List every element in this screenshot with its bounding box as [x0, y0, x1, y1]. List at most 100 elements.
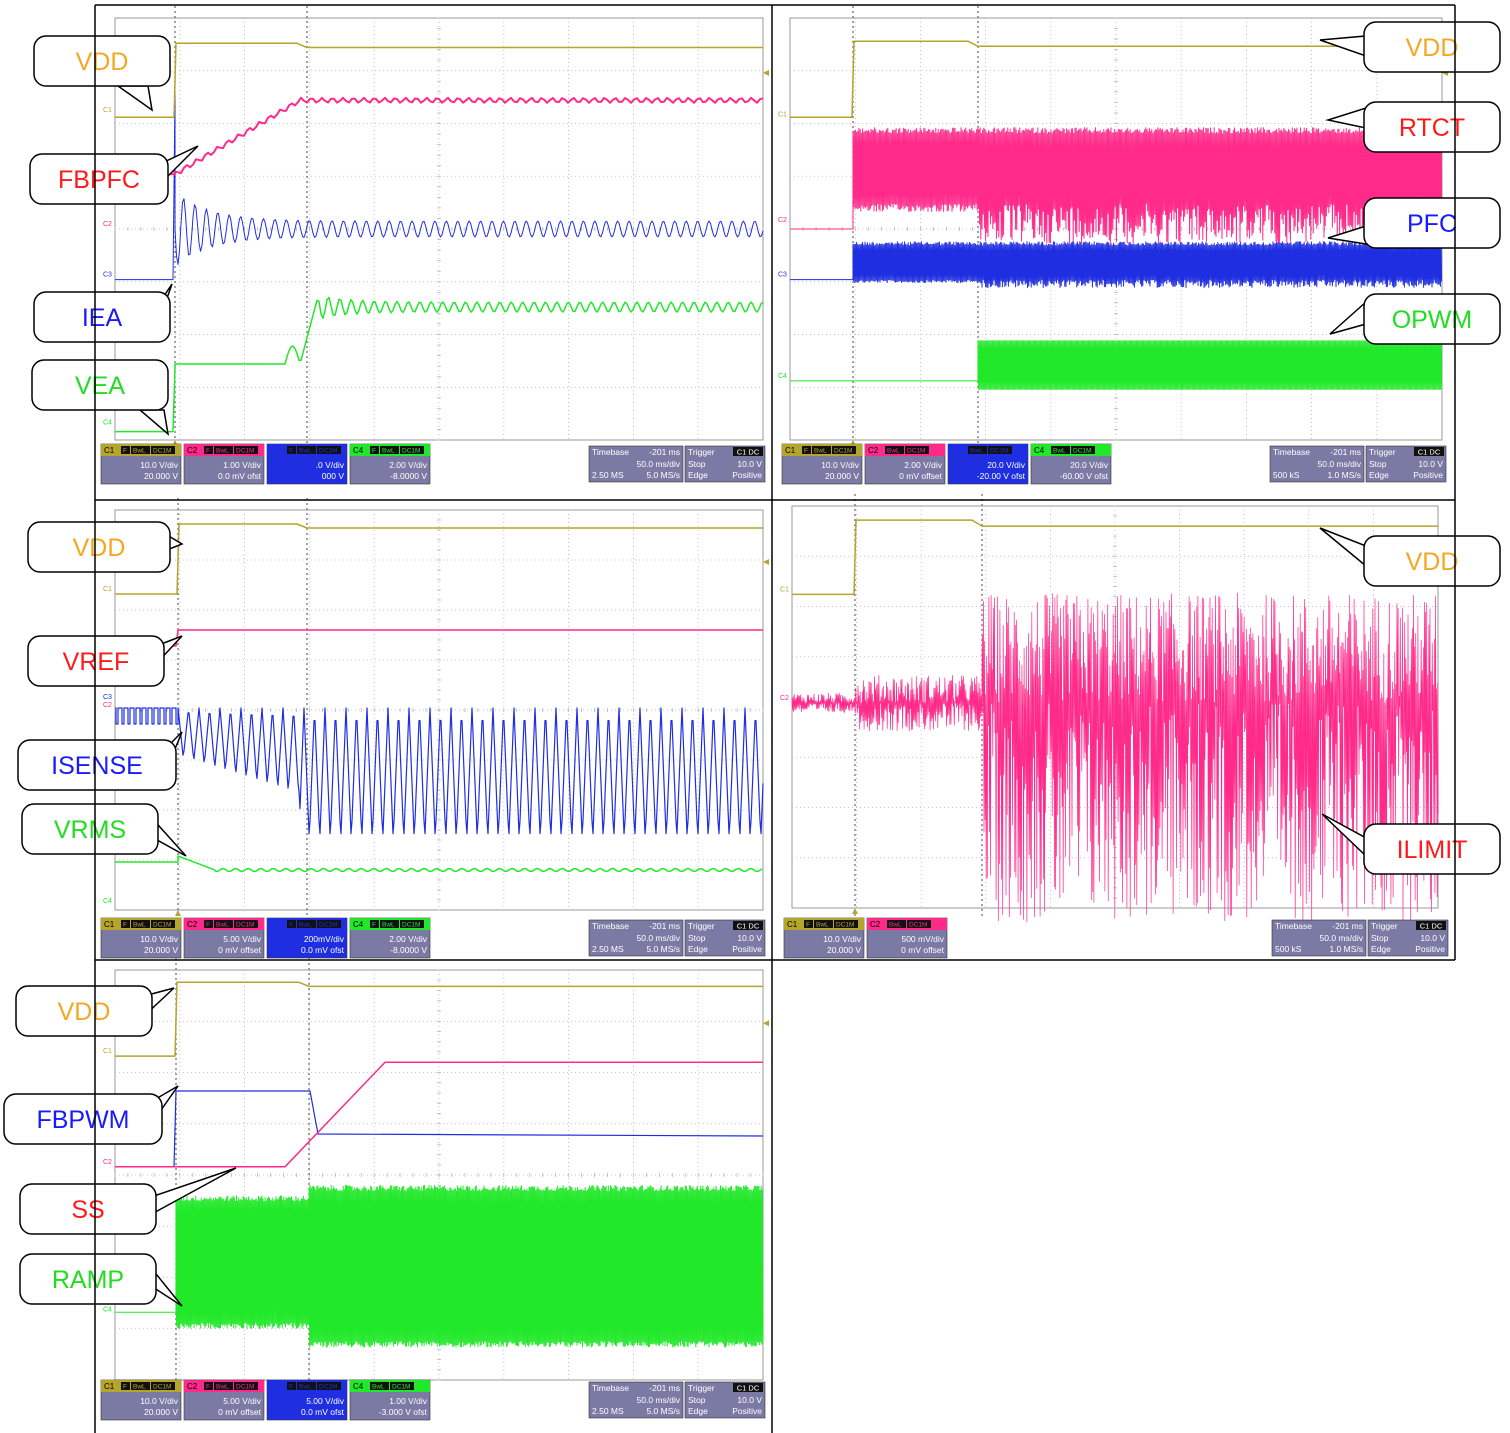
channel-flag-bg — [887, 920, 906, 928]
channel-flag-bg — [151, 446, 175, 454]
callout-box — [17, 739, 177, 791]
channel-flag-bg — [370, 446, 379, 454]
timebase-samples: 500 kS — [1273, 470, 1300, 480]
timebase-delay: -201 ms — [1332, 921, 1363, 931]
trigger-mode: Stop — [688, 459, 706, 469]
channel-box-c4[interactable]: C4 BwL DC1M 20.0 V/div-60.00 V ofst — [1030, 443, 1112, 485]
trigger-box[interactable]: Trigger C1 DC Stop 10.0 V Edge Positive — [1367, 919, 1449, 957]
trigger-box[interactable]: Trigger C1 DC Stop 10.0 V Edge Positive — [1365, 445, 1447, 483]
callout-box — [1363, 293, 1501, 345]
callout-box — [33, 35, 171, 87]
timebase-box[interactable]: Timebase -201 ms 50.0 ms/div 2.50 MS 5.0 MS/… — [588, 919, 684, 957]
timebase-delay: -201 ms — [649, 921, 680, 931]
channel-box-c3[interactable]: BwL DC1M 20.0 V/div-20.00 V ofst — [947, 443, 1029, 485]
trace-c1 — [115, 523, 763, 595]
channel-flag-bg — [297, 446, 316, 454]
callout-label: ISENSE — [51, 752, 143, 780]
channel-offset: 0 mV offset — [899, 471, 942, 481]
callout-label: FBPWM — [36, 1106, 129, 1134]
callout-iea: IEA — [33, 283, 173, 343]
channel-offset: 0.0 mV ofst — [218, 471, 262, 481]
timebase-box[interactable]: Timebase -201 ms 50.0 ms/div 2.50 MS 5.0 MS/… — [588, 1381, 684, 1419]
timebase-box[interactable]: Timebase -201 ms 50.0 ms/div 2.50 MS 5.0 MS/… — [588, 445, 684, 483]
callout-box — [1363, 197, 1501, 249]
channel-flag: BwL — [133, 448, 146, 455]
timebase-bg — [1271, 919, 1367, 957]
callout-box — [1363, 535, 1501, 587]
callout-pfc: PFC — [1327, 197, 1501, 249]
timebase-label: Timebase — [592, 1383, 629, 1393]
ground-marker-c3: C3 — [103, 694, 112, 701]
timebase-bg — [1269, 445, 1365, 483]
channel-vdiv: 10.0 V/div — [823, 934, 862, 944]
ground-marker-c3: C3 — [778, 272, 787, 279]
callout-label: VREF — [63, 648, 130, 676]
trigger-source: C1 DC — [1420, 922, 1443, 931]
channel-vdiv: 5.00 V/div — [223, 1396, 262, 1406]
channel-flag-bg — [814, 920, 833, 928]
channel-vdiv: 200mV/div — [304, 934, 345, 944]
graticule — [114, 509, 764, 911]
callout-seam — [154, 646, 156, 664]
trace-c4 — [115, 1184, 764, 1348]
callout-label: FBPFC — [58, 166, 140, 194]
trace-c2 — [791, 592, 1439, 923]
trigger-slope: Positive — [732, 1406, 762, 1416]
channel-flag-bg — [832, 446, 856, 454]
channel-tag: C4 — [353, 920, 364, 929]
trigger-box[interactable]: Trigger C1 DC Stop 10.0 V Edge Positive — [684, 919, 766, 957]
channel-box-c4[interactable]: C4 F BwL DC1M 2.00 V/div-8.0000 V — [349, 443, 431, 485]
channel-tag: C2 — [187, 1382, 198, 1391]
trace-c1 — [792, 519, 1438, 596]
trigger-type: Edge — [688, 1406, 708, 1416]
callout-label: VEA — [75, 372, 125, 400]
channel-flag-bg — [204, 446, 213, 454]
callout-box — [33, 291, 171, 343]
channel-box-c4[interactable]: C4 F BwL DC1M 2.00 V/div-8.0000 V — [349, 917, 431, 959]
trace-c1 — [790, 40, 1442, 118]
trigger-level-marker — [763, 559, 769, 565]
trigger-box[interactable]: Trigger C1 DC Stop 10.0 V Edge Positive — [684, 1381, 766, 1419]
channel-flag: BwL — [216, 922, 229, 929]
ground-marker-c4: C4 — [103, 419, 112, 426]
channel-offset: -8.0000 V — [390, 945, 427, 955]
trigger-src-bg — [1416, 921, 1446, 930]
channel-flag-bg — [390, 1382, 414, 1390]
channel-vdiv: 10.0 V/div — [821, 460, 860, 470]
channel-flag-bg — [400, 446, 424, 454]
callout-label: RTCT — [1399, 114, 1465, 142]
channel-flag-bg — [287, 1382, 296, 1390]
callout-fbpwm: FBPWM — [3, 1085, 179, 1145]
callout-box — [21, 803, 159, 855]
channel-flag: BwL — [216, 1384, 229, 1391]
timebase-box[interactable]: Timebase -201 ms 50.0 ms/div 500 kS 1.0 MS/s — [1271, 919, 1367, 957]
trigger-box[interactable]: Trigger C1 DC Stop 10.0 V Edge Positive — [684, 445, 766, 483]
timebase-bg — [588, 1381, 684, 1419]
channel-offset: -3.000 V ofst — [379, 1407, 428, 1417]
timebase-tdiv: 50.0 ms/div — [637, 933, 681, 943]
timebase-box[interactable]: Timebase -201 ms 50.0 ms/div 500 kS 1.0 MS/s — [1269, 445, 1365, 483]
callout-seam — [160, 532, 162, 552]
channel-box-c4[interactable]: C4 BwL DC1M 1.00 V/div-3.000 V ofst — [349, 1379, 431, 1421]
timebase-label: Timebase — [592, 921, 629, 931]
trigger-mode: Stop — [1371, 933, 1389, 943]
callout-label: ILIMIT — [1397, 836, 1468, 864]
